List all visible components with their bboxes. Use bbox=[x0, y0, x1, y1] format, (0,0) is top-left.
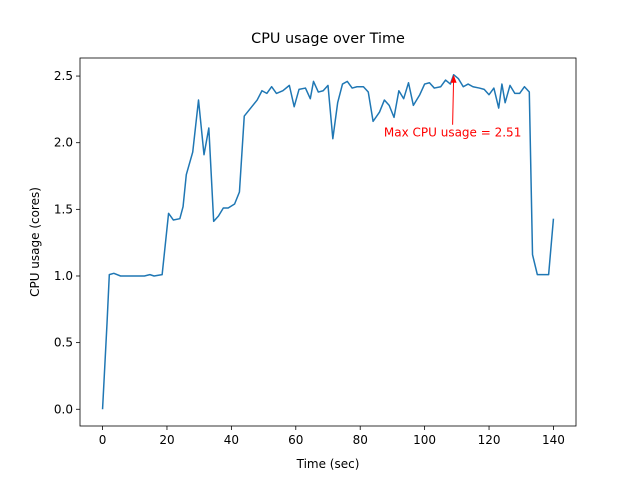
y-tick-label: 2.5 bbox=[54, 69, 73, 83]
y-tick-label: 0.0 bbox=[54, 402, 73, 416]
plot-frame bbox=[79, 57, 577, 427]
x-tick-label: 60 bbox=[288, 433, 303, 447]
x-tick-label: 40 bbox=[224, 433, 239, 447]
chart-title: CPU usage over Time bbox=[251, 31, 405, 47]
x-tick-label: 140 bbox=[542, 433, 565, 447]
annotation-arrowhead bbox=[450, 74, 457, 83]
y-axis-label: CPU usage (cores) bbox=[28, 187, 42, 297]
x-axis-label: Time (sec) bbox=[296, 457, 360, 471]
data-line bbox=[101, 73, 555, 410]
y-tick-label: 1.0 bbox=[54, 269, 73, 283]
x-tick-label: 100 bbox=[413, 433, 436, 447]
y-tick-label: 2.0 bbox=[54, 136, 73, 150]
annotation-text: Max CPU usage = 2.51 bbox=[384, 126, 521, 140]
y-tick-label: 1.5 bbox=[54, 202, 73, 216]
x-tick-label: 80 bbox=[353, 433, 368, 447]
x-tick-label: 120 bbox=[478, 433, 501, 447]
annotation-arrow bbox=[452, 78, 455, 125]
y-tick-label: 0.5 bbox=[54, 336, 73, 350]
x-tick-label: 20 bbox=[159, 433, 174, 447]
x-tick-label: 0 bbox=[99, 433, 107, 447]
